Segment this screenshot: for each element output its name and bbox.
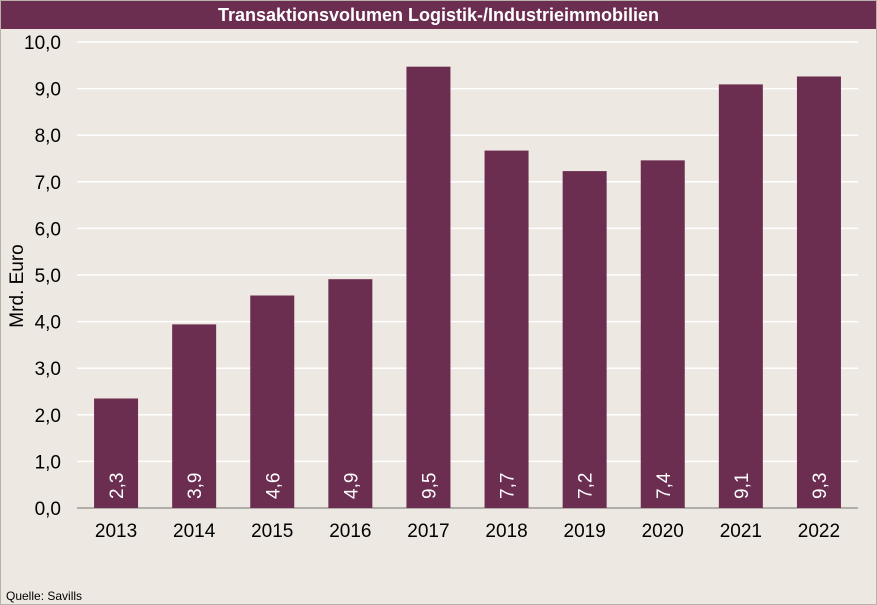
y-tick-label: 10,0	[24, 33, 61, 54]
x-tick-label-2022: 2022	[798, 521, 840, 542]
data-label-2014: 3,9	[185, 473, 206, 499]
data-label-2022: 9,3	[810, 473, 831, 499]
y-axis-ticks: 0,0 1,0 2,0 3,0 4,0 5,0 6,0 7,0 8,0 9,0 10,0	[24, 33, 61, 520]
bars: 2,3 3,9 4,6 4,9 9,5 7,7 7,2 7,4 9,1 9,3	[94, 66, 841, 508]
data-label-2021: 9,1	[732, 473, 753, 499]
bar-2014	[172, 324, 217, 508]
y-tick-label: 8,0	[35, 126, 61, 147]
x-tick-label-2021: 2021	[720, 521, 762, 542]
data-label-2016: 4,9	[341, 473, 362, 499]
source-note: Quelle: Savills	[6, 589, 83, 603]
y-tick-label: 2,0	[35, 406, 61, 427]
x-tick-label-2018: 2018	[485, 521, 527, 542]
bar-2020	[640, 160, 685, 508]
y-tick-label: 3,0	[35, 359, 61, 380]
x-tick-label-2014: 2014	[173, 521, 216, 542]
x-tick-label-2016: 2016	[329, 521, 371, 542]
y-tick-label: 0,0	[35, 499, 61, 520]
x-tick-label-2017: 2017	[407, 521, 449, 542]
bar-2022	[796, 76, 841, 508]
bar-2019	[562, 171, 607, 508]
y-tick-label: 9,0	[35, 80, 61, 101]
x-tick-label-2019: 2019	[564, 521, 606, 542]
data-label-2013: 2,3	[107, 473, 128, 499]
chart-title: Transaktionsvolumen Logistik-/Industriei…	[1, 1, 876, 29]
y-tick-label: 1,0	[35, 452, 61, 473]
x-tick-label-2020: 2020	[642, 521, 684, 542]
data-label-2019: 7,2	[576, 473, 597, 499]
bar-2013	[94, 398, 139, 508]
x-axis-ticks: 2013 2014 2015 2016 2017 2018 2019 2020 2021 2022	[95, 521, 840, 542]
bar-2016	[328, 279, 373, 508]
data-label-2020: 7,4	[654, 472, 675, 499]
x-tick-label-2013: 2013	[95, 521, 137, 542]
bar-2018	[484, 150, 529, 508]
data-label-2018: 7,7	[498, 473, 519, 499]
bar-2017	[406, 66, 451, 508]
data-label-2017: 9,5	[419, 473, 440, 499]
y-tick-label: 4,0	[35, 313, 61, 334]
data-label-2015: 4,6	[263, 473, 284, 499]
bar-2021	[718, 84, 763, 508]
bar-2015	[250, 295, 295, 508]
y-tick-label: 5,0	[35, 266, 61, 287]
y-axis-label: Mrd. Euro	[7, 244, 28, 327]
y-tick-label: 6,0	[35, 219, 61, 240]
y-tick-label: 7,0	[35, 173, 61, 194]
x-tick-label-2015: 2015	[251, 521, 293, 542]
